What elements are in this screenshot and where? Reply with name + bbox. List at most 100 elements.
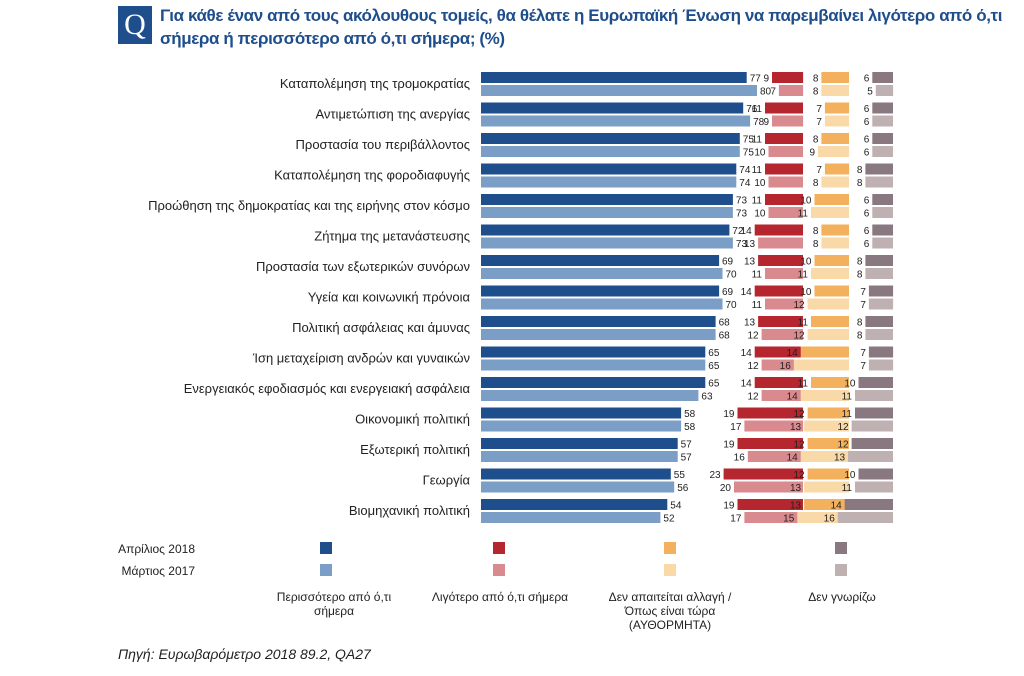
bar-same-2017 bbox=[811, 268, 849, 279]
bar-more-2017 bbox=[481, 451, 678, 462]
data-label: 11 bbox=[752, 196, 763, 207]
data-label: 20 bbox=[720, 483, 732, 494]
data-label: 17 bbox=[730, 514, 742, 525]
data-label: 6 bbox=[864, 196, 870, 207]
data-label: 68 bbox=[719, 331, 731, 342]
legend-label-more: Περισσότερο από ό,τι bbox=[277, 590, 392, 604]
data-label: 75 bbox=[743, 135, 755, 146]
bar-dk-2018 bbox=[865, 163, 893, 175]
bar-same-2017 bbox=[807, 298, 849, 310]
bar-same-2018 bbox=[824, 163, 850, 175]
bar-more-2017 bbox=[481, 359, 706, 371]
data-label: 13 bbox=[744, 257, 756, 268]
data-label: 7 bbox=[860, 361, 866, 372]
data-label: 73 bbox=[736, 239, 748, 250]
data-label: 9 bbox=[809, 148, 815, 159]
data-label: 13 bbox=[790, 422, 802, 433]
category-label: Ίση μεταχείριση ανδρών και γυναικών bbox=[252, 351, 470, 366]
bar-dk-2017 bbox=[868, 359, 894, 371]
bar-less-2018 bbox=[758, 255, 803, 266]
legend-swatch-same-2017 bbox=[664, 564, 676, 576]
data-label: 12 bbox=[793, 470, 805, 481]
bar-more-2018 bbox=[481, 72, 747, 83]
data-label: 11 bbox=[798, 379, 809, 390]
legend-label-same: (ΑΥΘΟΡΜΗΤΑ) bbox=[629, 618, 711, 632]
bar-same-2017 bbox=[804, 481, 849, 493]
data-label: 10 bbox=[754, 209, 766, 220]
bar-same-2018 bbox=[811, 316, 849, 327]
data-label: 7 bbox=[860, 348, 866, 359]
bar-same-2017 bbox=[807, 329, 849, 340]
bar-less-2018 bbox=[772, 72, 804, 83]
data-label: 12 bbox=[793, 300, 805, 311]
data-label: 5 bbox=[867, 87, 873, 98]
bar-more-2018 bbox=[481, 438, 678, 449]
bar-dk-2018 bbox=[868, 285, 894, 297]
data-label: 6 bbox=[864, 117, 870, 128]
data-label: 70 bbox=[726, 270, 738, 281]
bar-less-2017 bbox=[768, 176, 803, 188]
data-label: 12 bbox=[747, 361, 759, 372]
bar-more-2017 bbox=[481, 329, 716, 340]
bar-more-2018 bbox=[481, 407, 682, 419]
data-label: 16 bbox=[780, 361, 792, 372]
bar-more-2017 bbox=[481, 420, 682, 432]
data-label: 8 bbox=[857, 178, 863, 189]
bar-same-2017 bbox=[797, 512, 850, 523]
bar-dk-2018 bbox=[858, 468, 893, 480]
legend-period-2018: Απρίλιος 2018 bbox=[118, 542, 195, 556]
bar-less-2017 bbox=[744, 512, 804, 523]
bar-more-2018 bbox=[481, 346, 706, 358]
data-label: 74 bbox=[739, 178, 751, 189]
data-label: 65 bbox=[708, 361, 720, 372]
data-label: 13 bbox=[744, 239, 756, 250]
data-label: 57 bbox=[681, 440, 693, 451]
bar-dk-2018 bbox=[844, 499, 893, 510]
data-label: 16 bbox=[824, 514, 836, 525]
data-label: 11 bbox=[842, 409, 853, 420]
data-label: 65 bbox=[708, 379, 720, 390]
bar-less-2018 bbox=[754, 224, 803, 236]
data-label: 16 bbox=[734, 453, 746, 464]
data-label: 19 bbox=[723, 409, 735, 420]
bar-dk-2017 bbox=[872, 237, 893, 249]
bar-same-2018 bbox=[811, 377, 849, 388]
data-label: 12 bbox=[793, 331, 805, 342]
data-label: 68 bbox=[719, 318, 731, 329]
data-label: 7 bbox=[816, 117, 822, 128]
category-label: Προστασία των εξωτερικών συνόρων bbox=[256, 259, 470, 274]
bar-more-2017 bbox=[481, 512, 661, 523]
category-label: Οικονομική πολιτική bbox=[355, 412, 470, 427]
bar-dk-2018 bbox=[865, 255, 893, 266]
bar-chart: Καταπολέμηση της τρομοκρατίας 77 9 8 680 7 8 5Α… bbox=[118, 72, 894, 632]
question-badge: Q bbox=[118, 6, 152, 44]
bar-dk-2017 bbox=[855, 390, 893, 401]
data-label: 8 bbox=[813, 87, 819, 98]
bar-more-2018 bbox=[481, 133, 740, 144]
data-label: 11 bbox=[798, 318, 809, 329]
bar-less-2018 bbox=[754, 285, 803, 297]
bar-less-2017 bbox=[778, 85, 804, 96]
data-label: 7 bbox=[816, 104, 822, 115]
legend-swatch-dk-2018 bbox=[835, 542, 847, 554]
data-label: 6 bbox=[864, 148, 870, 159]
data-label: 11 bbox=[842, 483, 853, 494]
data-label: 6 bbox=[864, 135, 870, 146]
bar-dk-2017 bbox=[837, 512, 893, 523]
data-label: 8 bbox=[813, 135, 819, 146]
data-label: 58 bbox=[684, 422, 696, 433]
data-label: 8 bbox=[857, 270, 863, 281]
legend-swatch-less-2018 bbox=[493, 542, 505, 554]
data-label: 14 bbox=[741, 379, 753, 390]
bar-same-2018 bbox=[814, 255, 849, 266]
data-label: 6 bbox=[864, 209, 870, 220]
data-label: 9 bbox=[763, 117, 769, 128]
bar-more-2018 bbox=[481, 499, 668, 510]
data-label: 65 bbox=[708, 348, 720, 359]
data-label: 10 bbox=[800, 196, 812, 207]
data-label: 8 bbox=[857, 318, 863, 329]
data-label: 12 bbox=[837, 422, 849, 433]
bar-dk-2017 bbox=[865, 329, 893, 340]
data-label: 19 bbox=[723, 501, 735, 512]
data-label: 8 bbox=[813, 178, 819, 189]
